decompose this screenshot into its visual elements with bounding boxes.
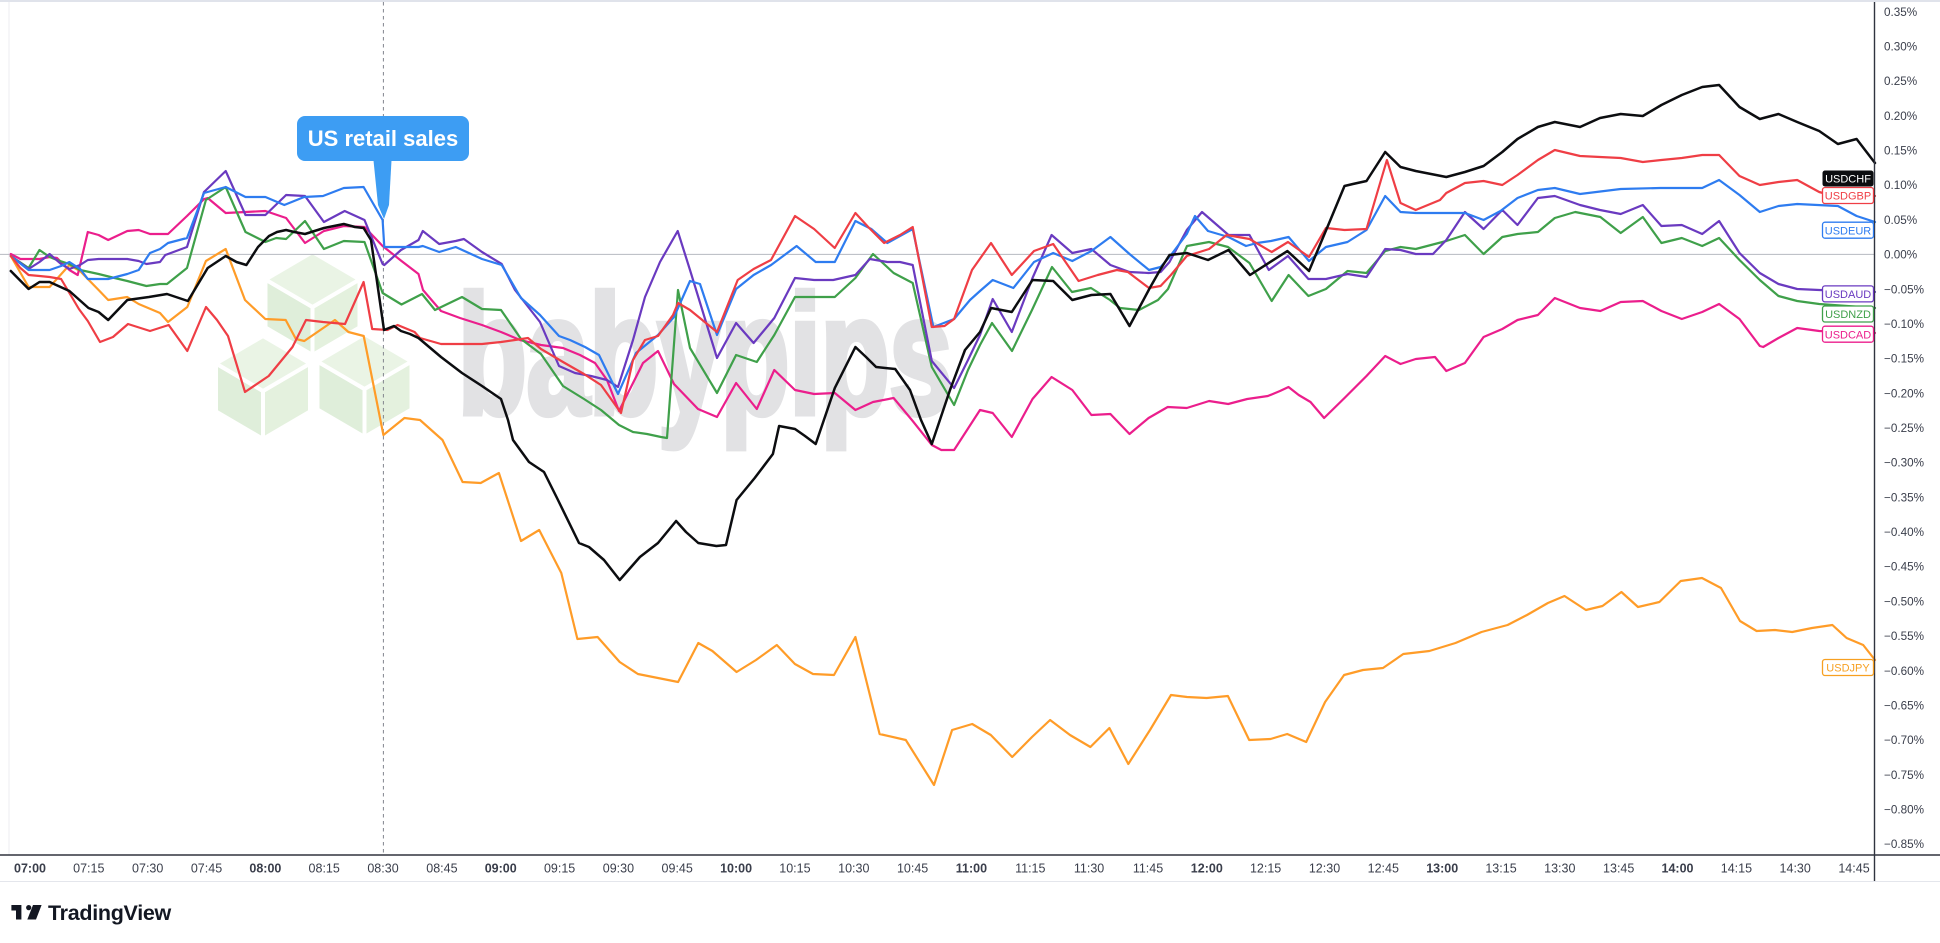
svg-text:−0.25%: −0.25%	[1884, 422, 1924, 435]
svg-text:USDNZD: USDNZD	[1825, 309, 1871, 321]
svg-text:08:00: 08:00	[249, 862, 281, 876]
svg-text:0.25%: 0.25%	[1884, 75, 1917, 88]
svg-text:USDCHF: USDCHF	[1825, 174, 1871, 186]
svg-text:10:00: 10:00	[720, 862, 752, 876]
svg-text:0.15%: 0.15%	[1884, 145, 1917, 158]
svg-text:0.20%: 0.20%	[1884, 110, 1917, 123]
svg-text:08:15: 08:15	[309, 862, 340, 876]
svg-text:13:00: 13:00	[1426, 862, 1458, 876]
svg-text:14:00: 14:00	[1662, 862, 1694, 876]
svg-text:0.05%: 0.05%	[1884, 214, 1917, 227]
svg-text:07:45: 07:45	[191, 862, 222, 876]
svg-text:USDGBP: USDGBP	[1825, 191, 1871, 203]
svg-text:−0.45%: −0.45%	[1884, 561, 1924, 574]
svg-text:−0.75%: −0.75%	[1884, 769, 1924, 782]
svg-text:07:00: 07:00	[14, 862, 46, 876]
svg-text:14:15: 14:15	[1721, 862, 1752, 876]
svg-text:12:30: 12:30	[1309, 862, 1340, 876]
svg-text:−0.30%: −0.30%	[1884, 457, 1924, 470]
svg-text:13:15: 13:15	[1485, 862, 1516, 876]
svg-text:14:45: 14:45	[1838, 862, 1869, 876]
svg-text:USDEUR: USDEUR	[1825, 225, 1872, 237]
svg-text:−0.65%: −0.65%	[1884, 699, 1924, 712]
svg-text:−0.05%: −0.05%	[1884, 283, 1924, 296]
svg-text:−0.10%: −0.10%	[1884, 318, 1924, 331]
svg-text:0.10%: 0.10%	[1884, 179, 1917, 192]
svg-text:12:15: 12:15	[1250, 862, 1281, 876]
svg-text:09:15: 09:15	[544, 862, 575, 876]
svg-text:12:45: 12:45	[1368, 862, 1399, 876]
svg-text:−0.20%: −0.20%	[1884, 387, 1924, 400]
svg-text:−0.70%: −0.70%	[1884, 734, 1924, 747]
svg-text:USDAUD: USDAUD	[1825, 289, 1872, 301]
svg-text:−0.15%: −0.15%	[1884, 353, 1924, 366]
svg-text:11:30: 11:30	[1074, 862, 1104, 876]
svg-text:0.30%: 0.30%	[1884, 41, 1917, 54]
svg-text:11:15: 11:15	[1015, 862, 1045, 876]
svg-text:11:45: 11:45	[1133, 862, 1163, 876]
svg-text:0.35%: 0.35%	[1884, 6, 1917, 19]
svg-text:08:45: 08:45	[426, 862, 457, 876]
svg-text:−0.60%: −0.60%	[1884, 665, 1924, 678]
svg-text:−0.50%: −0.50%	[1884, 595, 1924, 608]
svg-text:babypips: babypips	[458, 263, 952, 450]
svg-text:TradingView: TradingView	[48, 901, 172, 925]
svg-text:10:30: 10:30	[838, 862, 869, 876]
svg-text:USDJPY: USDJPY	[1826, 663, 1870, 675]
svg-text:−0.40%: −0.40%	[1884, 526, 1924, 539]
svg-text:09:30: 09:30	[603, 862, 634, 876]
svg-text:10:45: 10:45	[897, 862, 928, 876]
svg-text:11:00: 11:00	[956, 862, 987, 876]
svg-text:USDCAD: USDCAD	[1825, 329, 1872, 341]
svg-text:−0.85%: −0.85%	[1884, 838, 1924, 851]
svg-text:−0.55%: −0.55%	[1884, 630, 1924, 643]
svg-text:10:15: 10:15	[779, 862, 810, 876]
svg-text:14:30: 14:30	[1780, 862, 1811, 876]
svg-text:08:30: 08:30	[367, 862, 398, 876]
svg-text:−0.80%: −0.80%	[1884, 804, 1924, 817]
svg-text:US retail sales: US retail sales	[308, 126, 458, 151]
svg-text:07:30: 07:30	[132, 862, 163, 876]
svg-text:−0.35%: −0.35%	[1884, 491, 1924, 504]
svg-text:09:00: 09:00	[485, 862, 517, 876]
svg-text:12:00: 12:00	[1191, 862, 1223, 876]
svg-text:09:45: 09:45	[662, 862, 693, 876]
svg-text:07:15: 07:15	[73, 862, 104, 876]
svg-text:0.00%: 0.00%	[1884, 249, 1917, 262]
svg-text:13:30: 13:30	[1544, 862, 1575, 876]
svg-text:13:45: 13:45	[1603, 862, 1634, 876]
